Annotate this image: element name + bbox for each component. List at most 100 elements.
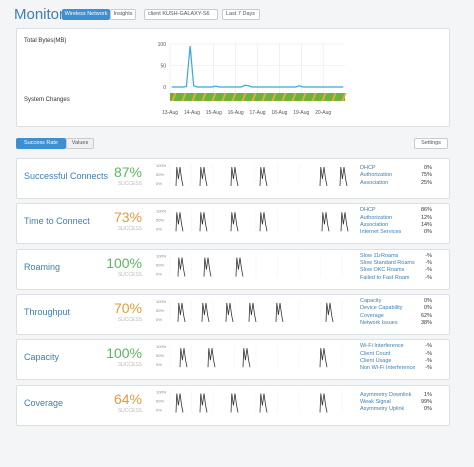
reason-label[interactable]: Client Count [360,350,391,357]
reason-value: 0% [424,406,432,413]
y-tick-label: 0 [163,85,166,91]
sparkline [199,212,208,232]
reason-value: 12% [420,214,432,221]
tab-active[interactable]: Wireless Network [62,9,110,20]
tab[interactable]: Insights [110,9,136,20]
metric-name: Successful Connects [24,171,109,181]
settings-button[interactable]: Settings [414,138,448,149]
reason-label[interactable]: Device Capability [360,305,403,312]
spark-axis-label: 50% [156,217,164,222]
change-stripe [191,93,197,101]
success-caption: SUCCESS [117,271,142,278]
sparkline [230,166,239,187]
reason-label[interactable]: Asymmetry Uplink [360,406,405,413]
traffic-panel [16,28,450,127]
sparkline [175,212,184,232]
metric-name: Time to Connect [24,216,90,227]
metric-name: Throughput [24,306,71,317]
spark-axis-label: 50% [156,399,164,404]
metric-name: Coverage [24,397,64,408]
reason-label[interactable]: Coverage [360,312,384,319]
reason-value: 0% [424,165,432,171]
spark-axis-label: 100% [156,344,167,349]
metric-card[interactable] [16,158,450,199]
traffic-line [171,46,344,88]
spark-axis-label: 100% [156,390,167,395]
metric-name: Capacity [24,352,60,363]
reason-value: -% [425,259,432,266]
x-tick-label: 18-Aug [271,110,287,116]
success-rate: 64% [113,390,142,407]
x-tick-label: 19-Aug [293,110,309,116]
reason-value: 25% [420,179,432,186]
success-rate: 87% [113,164,142,180]
sparkline [319,166,328,187]
y-tick-label: 100 [158,42,167,48]
traffic-label: Total Bytes(MB) [24,38,67,44]
reason-label[interactable]: Internet Services [360,229,402,236]
sparkline [230,212,239,232]
metric-card[interactable] [16,248,450,290]
success-caption: SUCCESS [117,226,142,233]
reason-label[interactable]: Network Issues [360,319,398,326]
reason-label[interactable]: Authorization [360,172,393,179]
x-tick-label: 14-Aug [184,110,200,116]
spark-axis-label: 0% [156,272,162,277]
change-stripe [181,93,187,101]
reason-label[interactable]: Slow 11rRoams [360,252,399,259]
success-rate: 100% [106,345,142,362]
page-title: Monitor [14,6,65,23]
spark-axis-label: 0% [156,181,162,186]
client-select[interactable]: client KUSH-GALAXY-S6 [144,9,218,20]
change-stripe [171,93,177,101]
metric-card[interactable] [16,339,450,381]
spark-axis-label: 50% [156,263,164,268]
reason-label[interactable]: Asymmetry Downlink [360,391,412,398]
reason-value: 75% [420,172,432,179]
toggle[interactable]: Values [66,138,94,149]
reason-value: 0% [424,297,432,304]
reason-value: -% [425,357,432,364]
reason-label[interactable]: Association [360,179,389,186]
reason-label[interactable]: Weak Signal [360,398,391,405]
sparkline [259,393,268,413]
success-caption: SUCCESS [117,407,142,414]
spark-axis-label: 100% [156,254,167,259]
reason-label[interactable]: Authorization [360,214,393,221]
reason-value: 0% [424,229,432,236]
reason-value: 38% [420,319,432,326]
reason-label[interactable]: Slow Standard Roams [360,259,415,266]
reason-label[interactable]: Association [360,221,389,228]
sparkline [179,348,188,368]
spark-axis-label: 100% [156,299,167,304]
reason-value: -% [425,350,432,357]
reason-value: 1% [424,391,432,398]
toggle-active[interactable]: Success Rate [16,138,66,149]
sparkline [230,393,239,413]
reason-value: 86% [420,207,432,214]
success-rate: 70% [113,299,142,316]
reason-label[interactable]: Slow OKC Roams [360,267,405,274]
period-select[interactable]: Last 7 Days [222,9,260,20]
reason-label[interactable]: Wi-Fi Interference [360,343,404,350]
reason-label[interactable]: DHCP [360,165,376,171]
sparkline [339,166,348,187]
reason-label[interactable]: Capacity [360,297,382,304]
change-stripe [201,93,207,101]
reason-label[interactable]: Failed to Fast Roam [360,274,410,281]
reason-label[interactable]: Non Wi-Fi Interference [360,365,416,372]
sparkline [319,348,328,368]
metric-card[interactable] [16,293,450,335]
change-stripe [291,93,297,101]
change-stripe [341,93,347,101]
system-changes-bar [170,93,345,101]
sparkline [319,393,328,413]
reason-value: -% [425,365,432,372]
spark-axis-label: 50% [156,308,164,313]
spark-axis-label: 100% [156,208,167,213]
reason-label[interactable]: DHCP [360,207,376,214]
x-tick-label: 15-Aug [206,110,222,116]
reason-label[interactable]: Client Usage [360,357,392,364]
spark-axis-label: 0% [156,362,162,367]
